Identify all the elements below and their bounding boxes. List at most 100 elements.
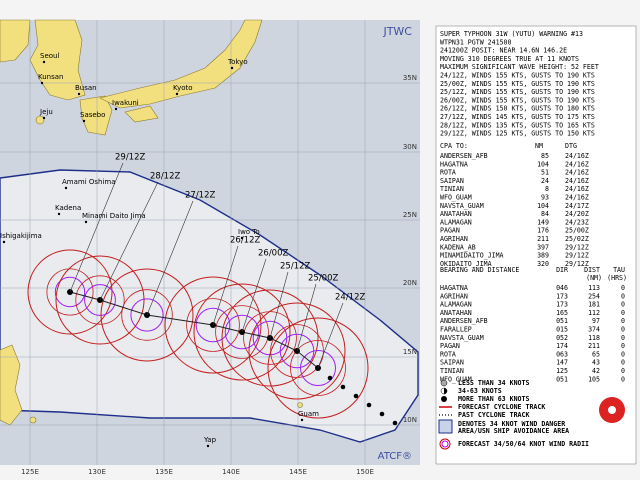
wind-radius-50 (215, 305, 269, 359)
place-label: Minami Daito Jima (82, 212, 146, 220)
place-marker (114, 107, 118, 111)
place-label: Ishigakijima (0, 232, 42, 240)
bearing-cell: TINIAN (440, 367, 464, 375)
cpa-cell: 24/16Z (565, 185, 589, 193)
china-coast (0, 19, 31, 63)
bearing-cell: 112 (588, 309, 600, 317)
wind-radius-50 (290, 340, 346, 396)
bearing-heading: DIST (584, 266, 600, 274)
wind-radius-34 (248, 302, 346, 400)
label-leader (146, 200, 194, 316)
cpa-cell: 211 (537, 235, 549, 243)
lat-label: 30N (403, 143, 417, 151)
bearing-cell: ALAMAGAN (440, 301, 472, 309)
cpa-cell: 24/17Z (565, 202, 589, 210)
lat-label: 20N (403, 279, 417, 287)
lon-label: 125E (21, 468, 39, 476)
bearing-cell: 173 (556, 301, 568, 309)
forecast-track (69, 291, 319, 369)
wind-radius-34 (100, 268, 194, 362)
bearing-cell: FARALLEP (440, 326, 472, 334)
wind-radius-34 (55, 255, 145, 345)
cpa-cell: 29/12Z (565, 243, 589, 251)
label-leader (317, 302, 344, 369)
shikoku (124, 105, 159, 123)
bearing-heading: BEARING AND DISTANCE (440, 266, 519, 274)
bearing-unit: (HRS) (607, 274, 627, 282)
place-label: Tokyo (227, 58, 248, 66)
bearing-cell: 125 (556, 367, 568, 375)
lon-label: 135E (155, 468, 173, 476)
place-marker (175, 92, 179, 96)
wind-radius-64 (300, 350, 336, 386)
map-credit: ATCF® (378, 451, 412, 462)
track-label: 26/00Z (258, 249, 288, 259)
lat-label: 25N (403, 211, 417, 219)
cpa-cell: 24/16Z (565, 177, 589, 185)
panel-text: SUPER TYPHOON 31W (YUTU) WARNING #13WTPN… (440, 30, 627, 383)
place-label: Iwakuni (112, 99, 139, 107)
cpa-cell: 24/16Z (565, 169, 589, 177)
icon-weak (440, 379, 448, 387)
bearing-cell: ANDERSEN_AFB (440, 317, 488, 325)
legend-label: MORE THAN 63 KNOTS (458, 395, 529, 403)
wind-radius-50 (121, 289, 173, 341)
cpa-cell: 84 (541, 210, 549, 218)
cpa-cell: PAGAN (440, 227, 460, 235)
land (0, 19, 303, 426)
bearing-cell: 0 (621, 309, 625, 317)
bearing-cell: 43 (592, 359, 600, 367)
cpa-cell: 51 (541, 169, 549, 177)
legend-label: LESS THAN 34 KNOTS (458, 379, 529, 387)
philippines (0, 344, 23, 426)
track-label: 25/00Z (308, 274, 338, 284)
legend-label: 34-63 KNOTS (458, 387, 502, 395)
bearing-cell: 052 (556, 334, 568, 342)
storm-track (27, 162, 398, 426)
place-marker (77, 92, 81, 96)
bearing-cell: 254 (588, 292, 600, 300)
wind-radius-50 (75, 275, 125, 325)
bearing-cell: 65 (592, 350, 600, 358)
lon-label: 145E (289, 468, 307, 476)
typhoon-eye (608, 406, 616, 414)
cpa-cell: 176 (537, 227, 549, 235)
bearing-cell: 015 (556, 326, 568, 334)
cpa-cell: 93 (541, 194, 549, 202)
place-label: Iwo To (238, 228, 260, 236)
past-position (366, 402, 372, 408)
cpa-cell: NAVSTA_GUAM (440, 202, 484, 210)
cpa-cell: 389 (537, 252, 549, 260)
track-label: 26/12Z (230, 236, 260, 246)
bearing-cell: ANATAHAN (440, 309, 472, 317)
place-label: Amami Oshima (62, 178, 116, 186)
cpa-heading: NM (535, 142, 543, 150)
cpa-cell: 25/00Z (565, 227, 589, 235)
wind-radius-50 (186, 298, 240, 352)
bearing-cell: 0 (621, 326, 625, 334)
track-label: 27/12Z (185, 191, 215, 201)
place-label: Kadena (55, 204, 81, 212)
place-label: Kunsan (38, 73, 64, 81)
graticule (0, 20, 420, 465)
cpa-cell: 24/16Z (565, 194, 589, 202)
wind-radius-34 (267, 317, 369, 419)
bearing-cell: 0 (621, 359, 625, 367)
place-marker (57, 212, 61, 216)
cpa-cell: 24/16Z (565, 152, 589, 160)
cpa-cell: MINAMIDAITO_JIMA (440, 252, 504, 260)
cpa-cell: TINIAN (440, 185, 464, 193)
place-marker (230, 66, 234, 70)
cpa-cell: ALAMAGAN (440, 218, 472, 226)
bearing-cell: 0 (621, 334, 625, 342)
header-line: 241200Z POSIT: NEAR 14.6N 146.2E (440, 47, 567, 55)
place-label: Busan (75, 84, 97, 92)
place-marker (64, 186, 68, 190)
legend-label: FORECAST 34/50/64 KNOT WIND RADII (458, 440, 589, 448)
header-line: 27/12Z, WINDS 145 KTS, GUSTS TO 175 KTS (440, 113, 595, 121)
label-leader (296, 283, 317, 352)
cpa-cell: 149 (537, 218, 549, 226)
header-line: 29/12Z, WINDS 125 KTS, GUSTS TO 150 KTS (440, 130, 595, 138)
place-label: Seoul (40, 52, 59, 60)
place-marker (300, 418, 304, 422)
